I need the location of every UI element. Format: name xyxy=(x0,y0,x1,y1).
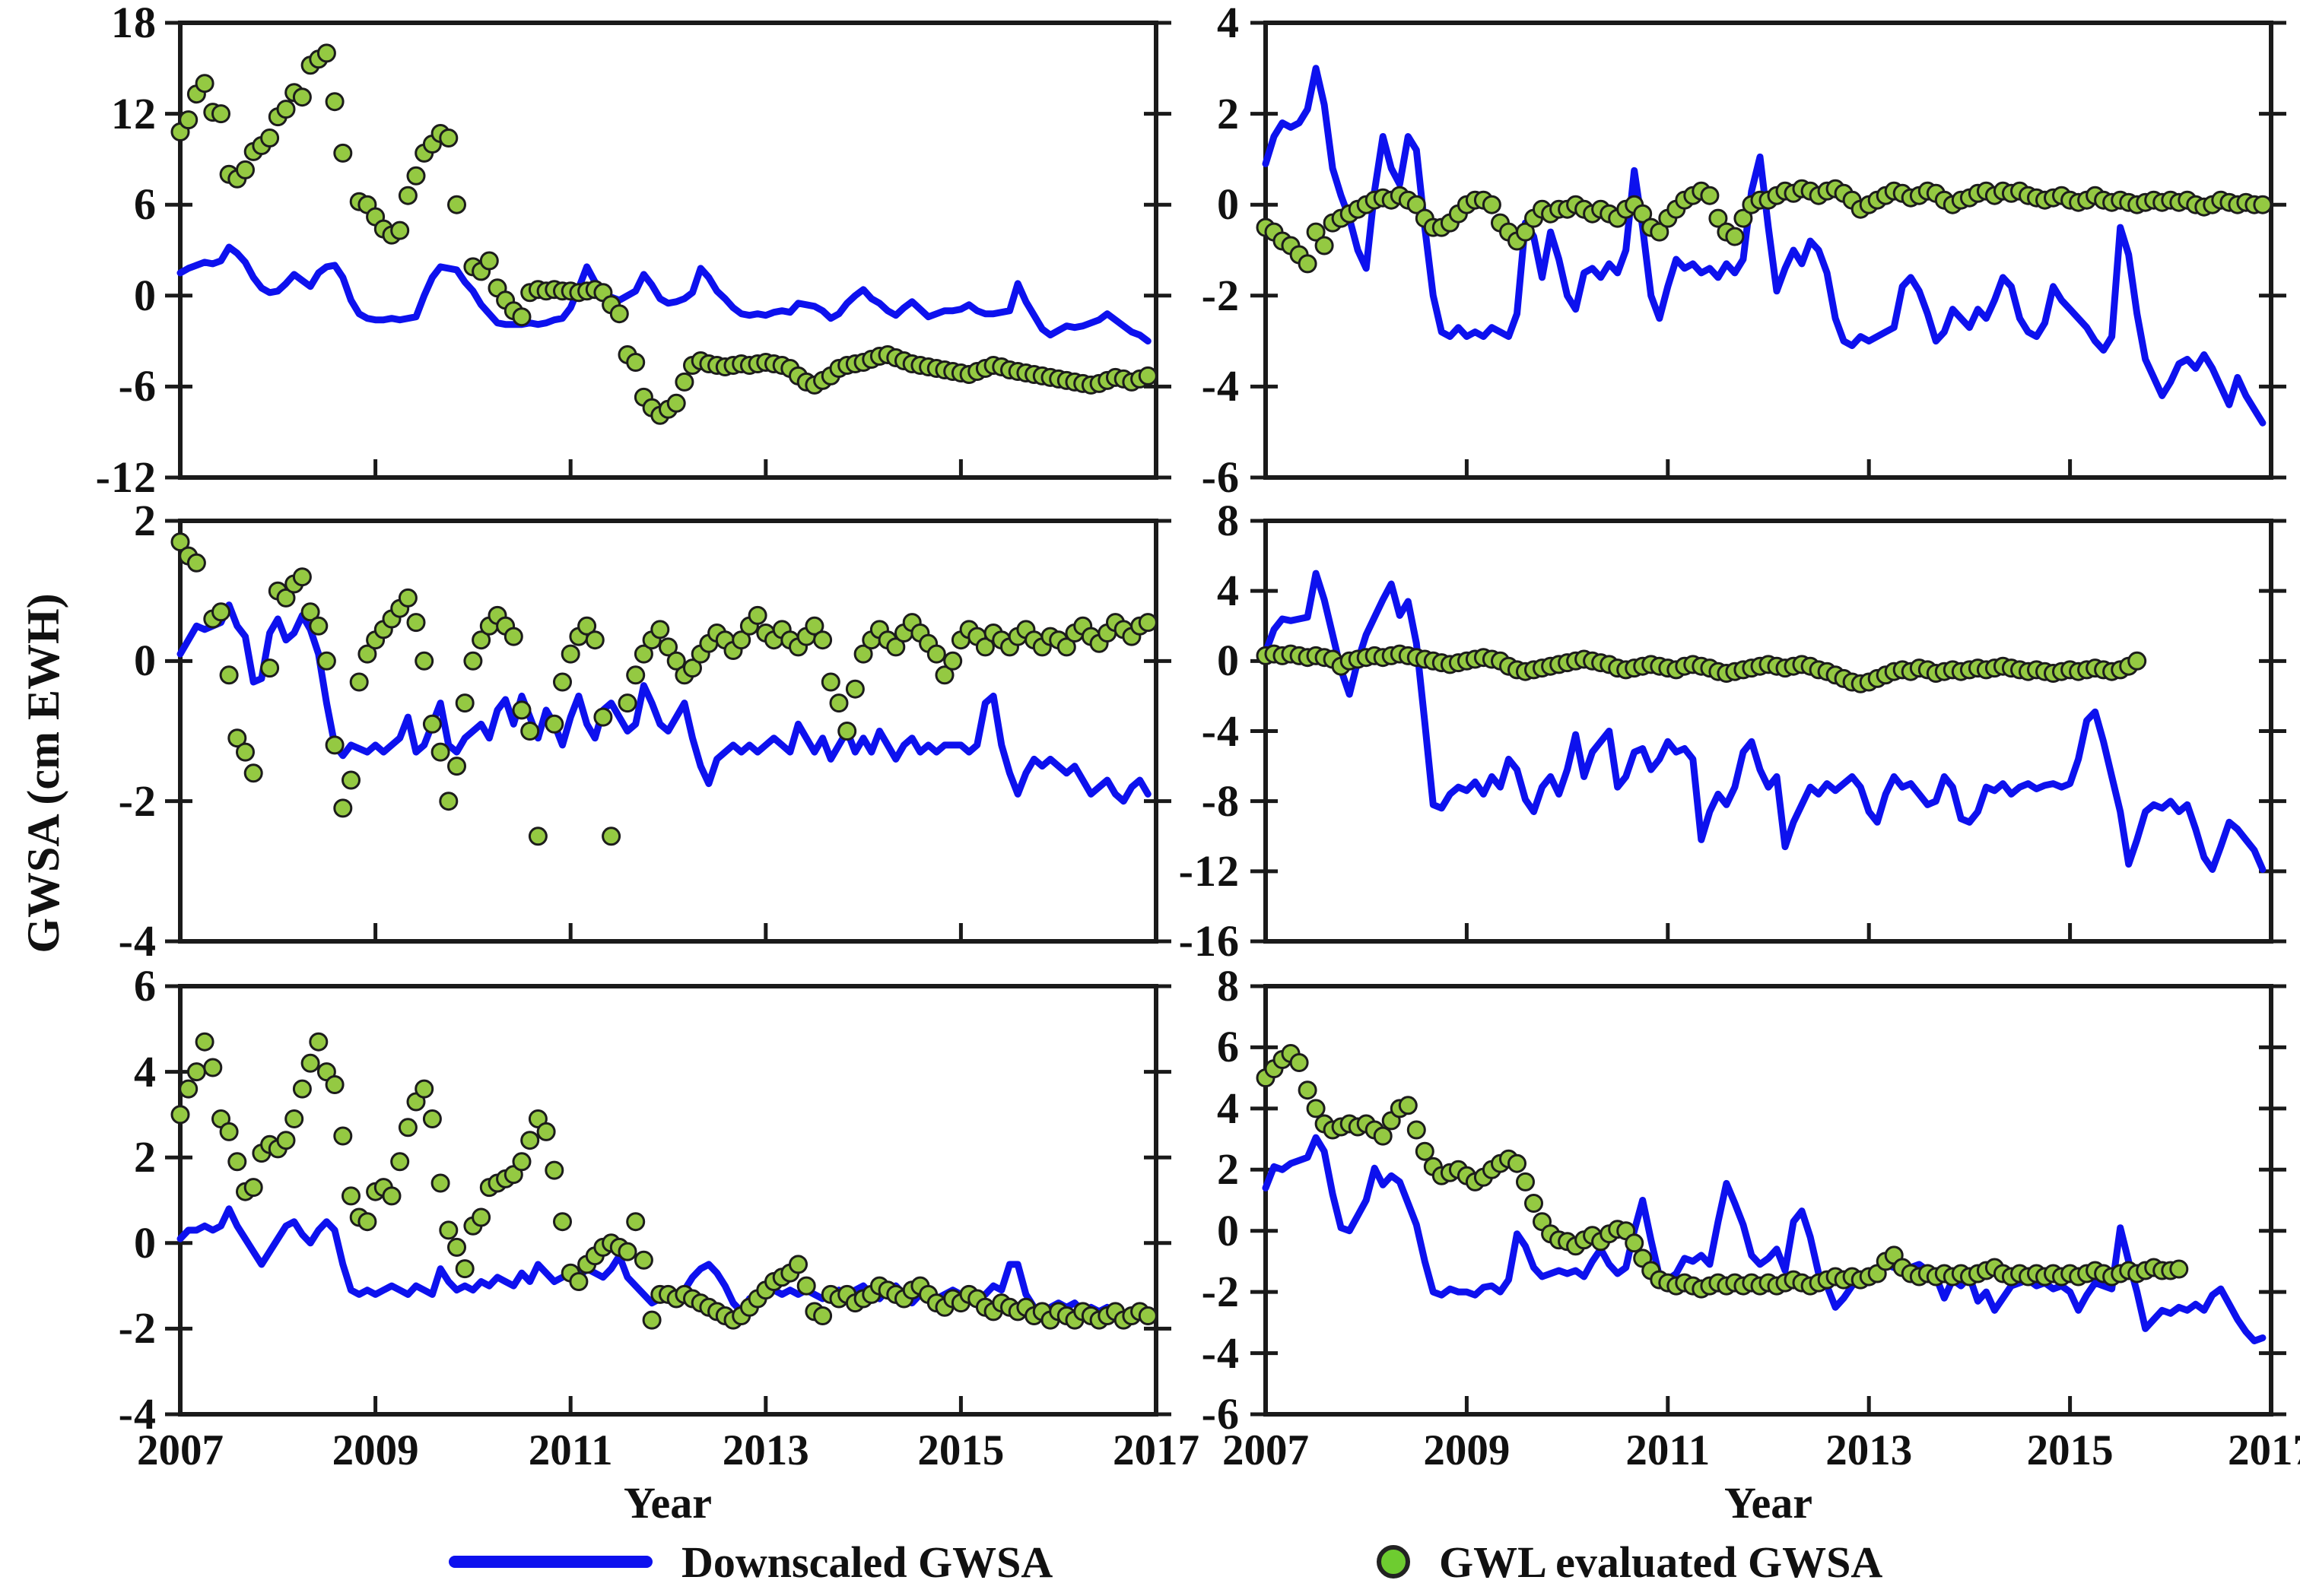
gwl-evaluated-dots xyxy=(1256,644,2147,693)
y-tick-label: -6 xyxy=(118,361,157,411)
x-axis-title-left: Year xyxy=(624,1478,712,1528)
y-tick-label: 2 xyxy=(1217,1144,1240,1195)
y-tick-label: 8 xyxy=(1217,961,1240,1011)
y-tick-label: 0 xyxy=(1217,179,1240,230)
gwl-evaluated-dots xyxy=(170,532,1158,846)
y-tick-label: 6 xyxy=(134,961,157,1011)
y-tick-label: -2 xyxy=(118,776,157,826)
downscaled-gwsa-line xyxy=(1262,1134,2267,1344)
y-tick-label: -12 xyxy=(95,452,157,502)
plot-frame xyxy=(178,984,1158,1417)
x-tick-label: 2007 xyxy=(137,1426,224,1474)
y-tick-label: -2 xyxy=(1201,270,1240,320)
y-tick-label: 2 xyxy=(1217,88,1240,138)
legend-label-downscaled: Downscaled GWSA xyxy=(681,1537,1053,1587)
y-tick-label: -6 xyxy=(1201,452,1240,502)
y-tick-label: 4 xyxy=(1217,0,1240,47)
y-tick-label: -4 xyxy=(118,916,157,966)
legend-label-gwl: GWL evaluated GWSA xyxy=(1439,1537,1883,1587)
downscaled-gwsa-line xyxy=(176,601,1152,805)
x-tick-label: 2011 xyxy=(528,1426,613,1474)
y-tick-label: 4 xyxy=(1217,1083,1240,1133)
y-tick-label: 8 xyxy=(1217,496,1240,545)
plot-area-w5 xyxy=(165,984,1171,1417)
legend-item-downscaled: Downscaled GWSA xyxy=(449,1534,1053,1589)
gwl-evaluated-dots xyxy=(170,43,1158,425)
y-tick-label: -8 xyxy=(1201,776,1240,826)
plot-area-w4 xyxy=(1250,519,2286,944)
y-tick-label: -4 xyxy=(1201,706,1240,756)
y-tick-label: -4 xyxy=(1201,361,1240,411)
y-tick-label: 6 xyxy=(1217,1022,1240,1072)
plot-area-w3 xyxy=(165,519,1171,944)
gwl-evaluated-dots xyxy=(170,1032,1158,1330)
x-tick-label: 2013 xyxy=(1825,1426,1913,1474)
x-tick-label: 2015 xyxy=(2026,1426,2114,1474)
x-tick-label: 2015 xyxy=(917,1426,1005,1474)
x-axis-title-right: Year xyxy=(1724,1478,1812,1528)
x-tick-label: 2013 xyxy=(722,1426,809,1474)
y-tick-label: 2 xyxy=(134,1132,157,1182)
y-tick-label: 2 xyxy=(134,496,157,545)
y-tick-label: 12 xyxy=(111,88,157,138)
y-tick-label: 6 xyxy=(134,179,157,230)
gwl-evaluated-dots xyxy=(1256,1044,2189,1299)
y-tick-label: 0 xyxy=(134,636,157,686)
x-tick-label: 2009 xyxy=(1423,1426,1511,1474)
y-tick-label: 0 xyxy=(134,1217,157,1268)
y-tick-label: 4 xyxy=(134,1046,157,1096)
y-tick-label: -6 xyxy=(1201,1389,1240,1439)
legend-dot-marker xyxy=(1377,1545,1410,1579)
y-tick-label: 4 xyxy=(1217,566,1240,616)
y-tick-label: -4 xyxy=(118,1389,157,1439)
y-tick-label: -4 xyxy=(1201,1328,1240,1378)
y-tick-label: 0 xyxy=(1217,636,1240,686)
legend-item-gwl: GWL evaluated GWSA xyxy=(1377,1534,1882,1589)
downscaled-gwsa-line xyxy=(176,243,1152,345)
gwl-evaluated-dots xyxy=(1256,179,2273,274)
plot-area-w6 xyxy=(1250,984,2286,1417)
x-tick-label: 2017 xyxy=(2228,1426,2300,1474)
x-tick-label: 2009 xyxy=(332,1426,419,1474)
plot-frame xyxy=(1263,519,2273,944)
x-tick-label: 2017 xyxy=(1113,1426,1199,1474)
y-tick-label: -2 xyxy=(1201,1267,1240,1317)
plot-area-w1 xyxy=(165,21,1171,480)
y-tick-label: -12 xyxy=(1178,846,1240,896)
plot-frame xyxy=(1263,984,2273,1417)
x-tick-label: 2011 xyxy=(1625,1426,1711,1474)
y-tick-label: 0 xyxy=(134,270,157,320)
legend-line-marker xyxy=(449,1556,653,1568)
x-tick-label: 2007 xyxy=(1222,1426,1309,1474)
y-tick-label: 0 xyxy=(1217,1205,1240,1255)
plot-area-w2 xyxy=(1250,21,2286,480)
y-tick-label: -2 xyxy=(118,1303,157,1353)
y-tick-label: -16 xyxy=(1178,916,1240,966)
y-tick-label: 18 xyxy=(111,0,157,47)
downscaled-gwsa-line xyxy=(1262,570,2267,873)
